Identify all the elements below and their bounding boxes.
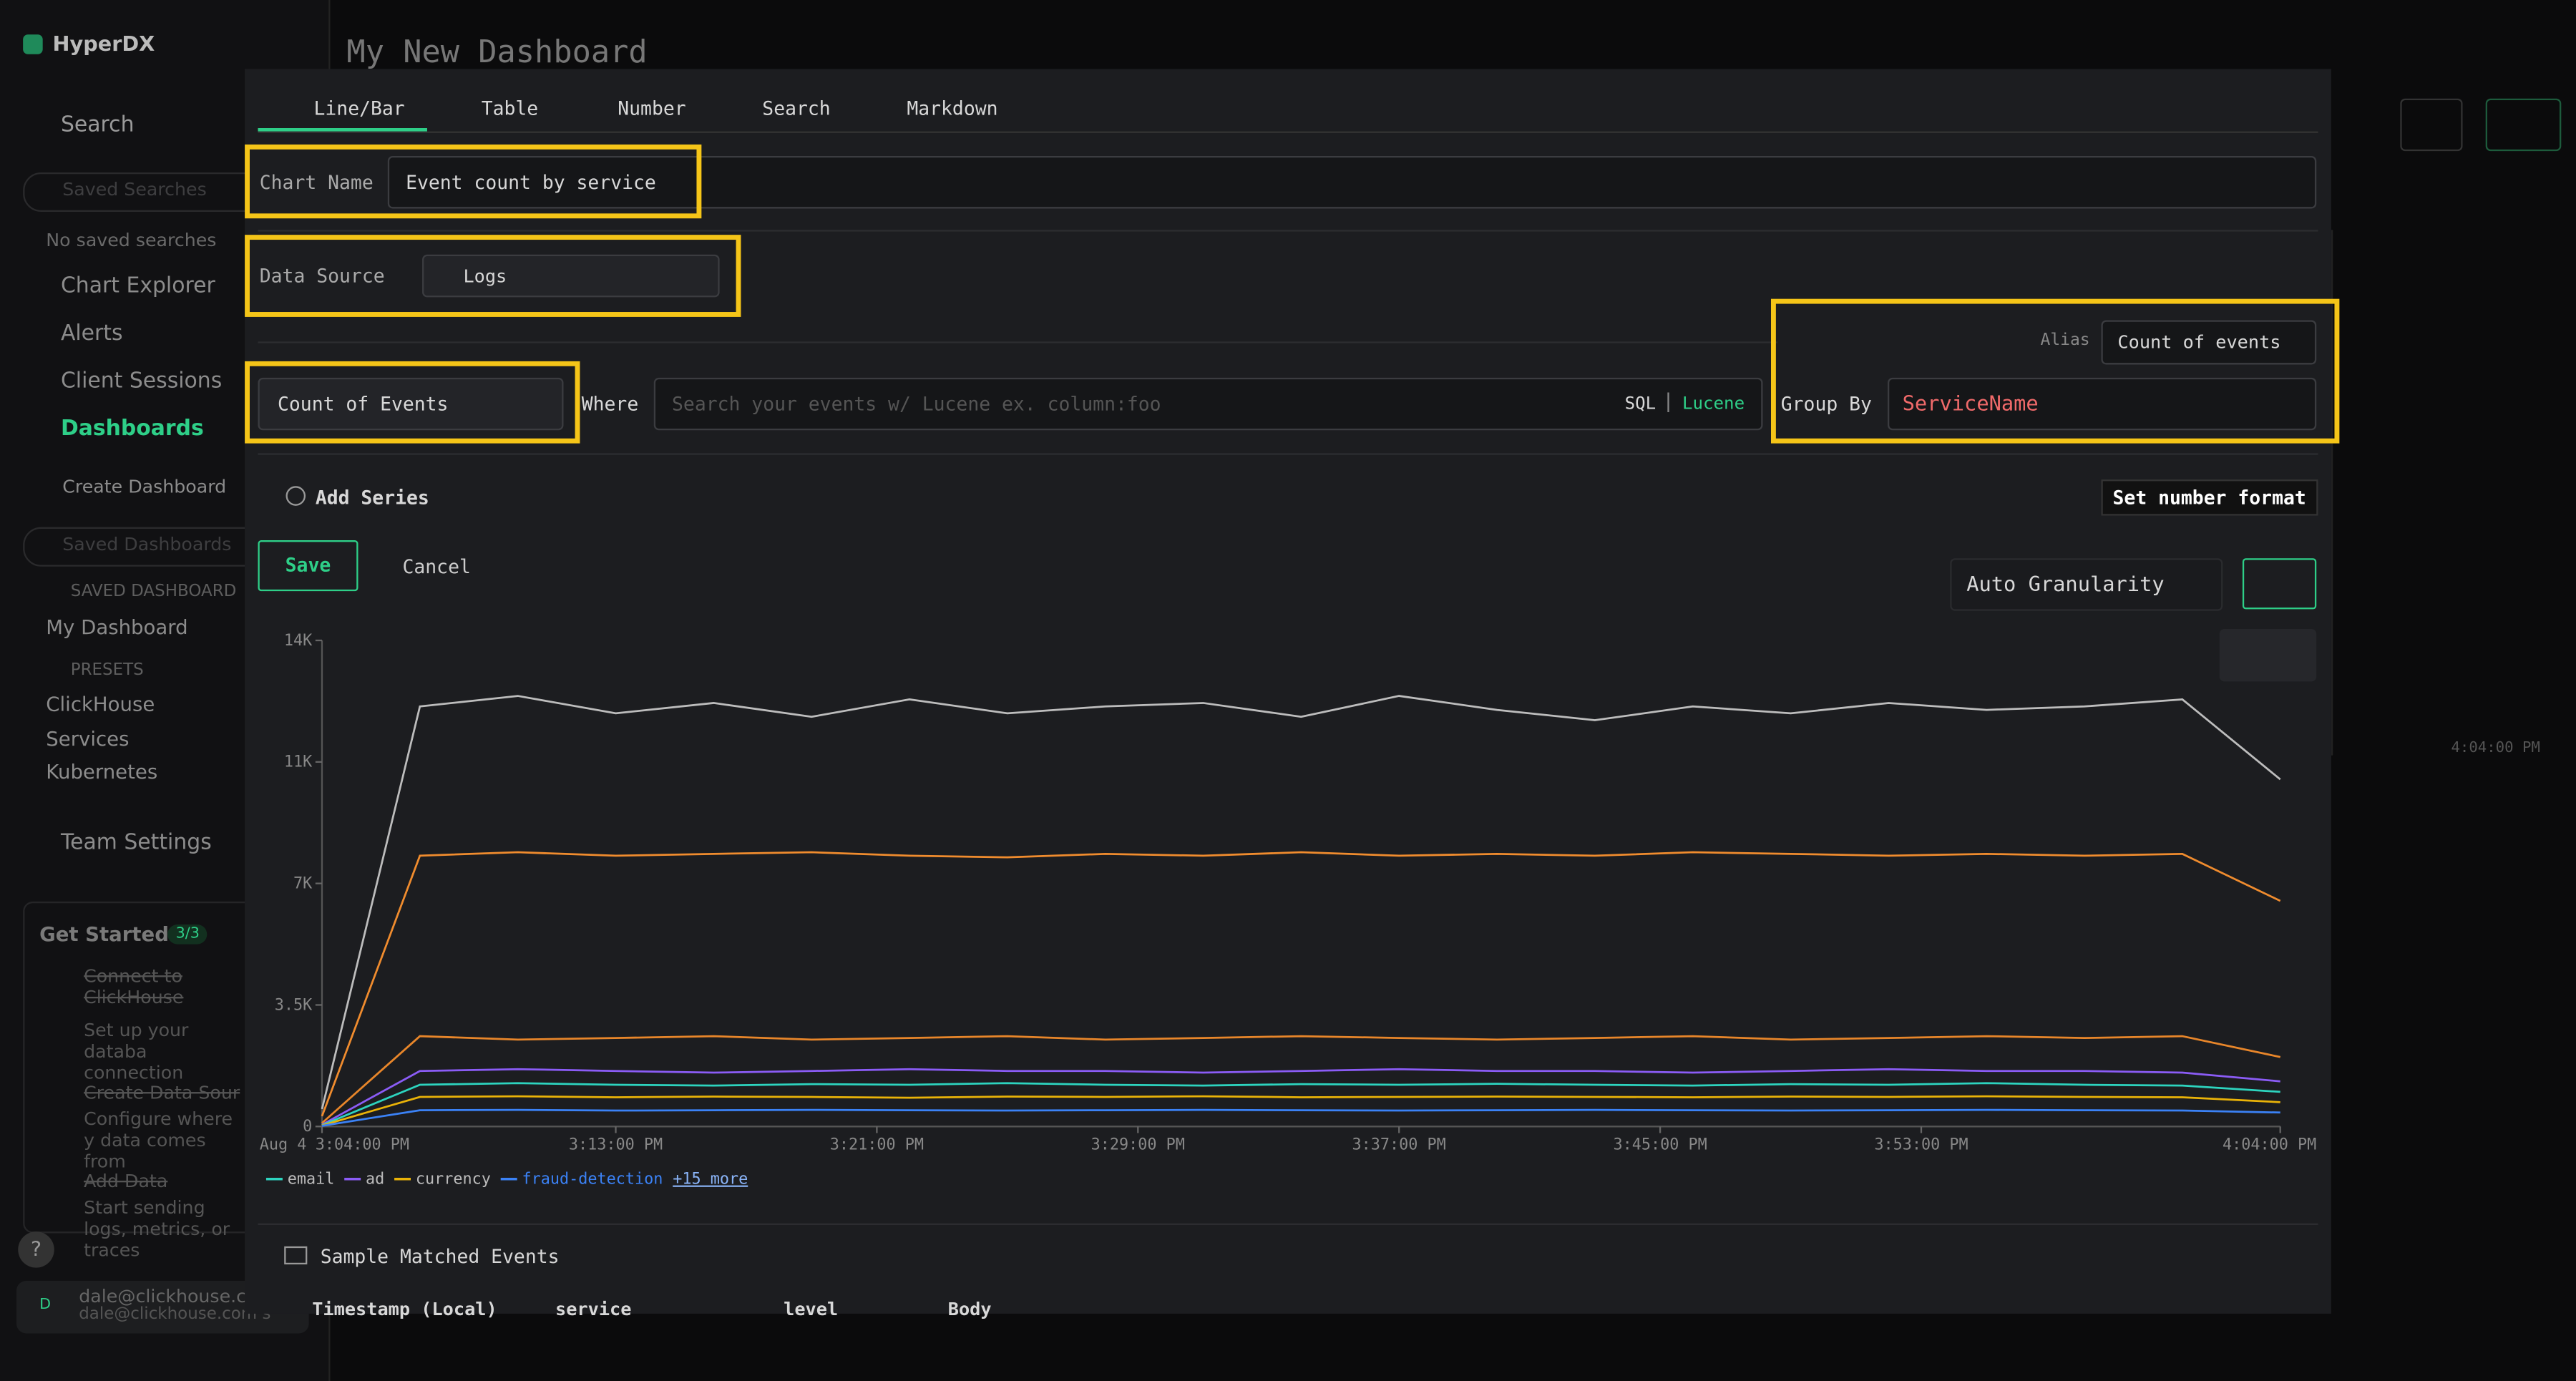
x-tick-label: 3:13:00 PM bbox=[569, 1136, 663, 1153]
series-line bbox=[322, 852, 2280, 1116]
x-tick-label: 3:37:00 PM bbox=[1352, 1136, 1446, 1153]
x-tick-label: 3:29:00 PM bbox=[1091, 1136, 1185, 1153]
x-date-label: Aug 4 bbox=[260, 1136, 307, 1153]
legend-label: email bbox=[288, 1171, 335, 1189]
series-line bbox=[322, 1110, 2280, 1126]
x-tick-label: 3:04:00 PM bbox=[316, 1136, 409, 1153]
legend-label: fraud-detection bbox=[522, 1171, 663, 1189]
legend-label: ad bbox=[366, 1171, 384, 1189]
x-tick-label: 3:45:00 PM bbox=[1613, 1136, 1707, 1153]
y-tick-label: 14K bbox=[284, 632, 313, 650]
y-tick-label: 0 bbox=[303, 1118, 312, 1136]
series-line bbox=[322, 696, 2280, 1109]
x-tick-label: 3:21:00 PM bbox=[830, 1136, 924, 1153]
legend-more[interactable]: +15 more bbox=[673, 1171, 748, 1189]
y-tick-label: 11K bbox=[284, 753, 313, 771]
series-line bbox=[322, 1083, 2280, 1126]
legend-label: currency bbox=[416, 1171, 491, 1189]
y-tick-label: 3.5K bbox=[275, 996, 313, 1014]
y-tick-label: 7K bbox=[293, 875, 313, 893]
x-tick-label: 3:53:00 PM bbox=[1874, 1136, 1968, 1153]
x-tick-label: 4:04:00 PM bbox=[2223, 1136, 2316, 1153]
